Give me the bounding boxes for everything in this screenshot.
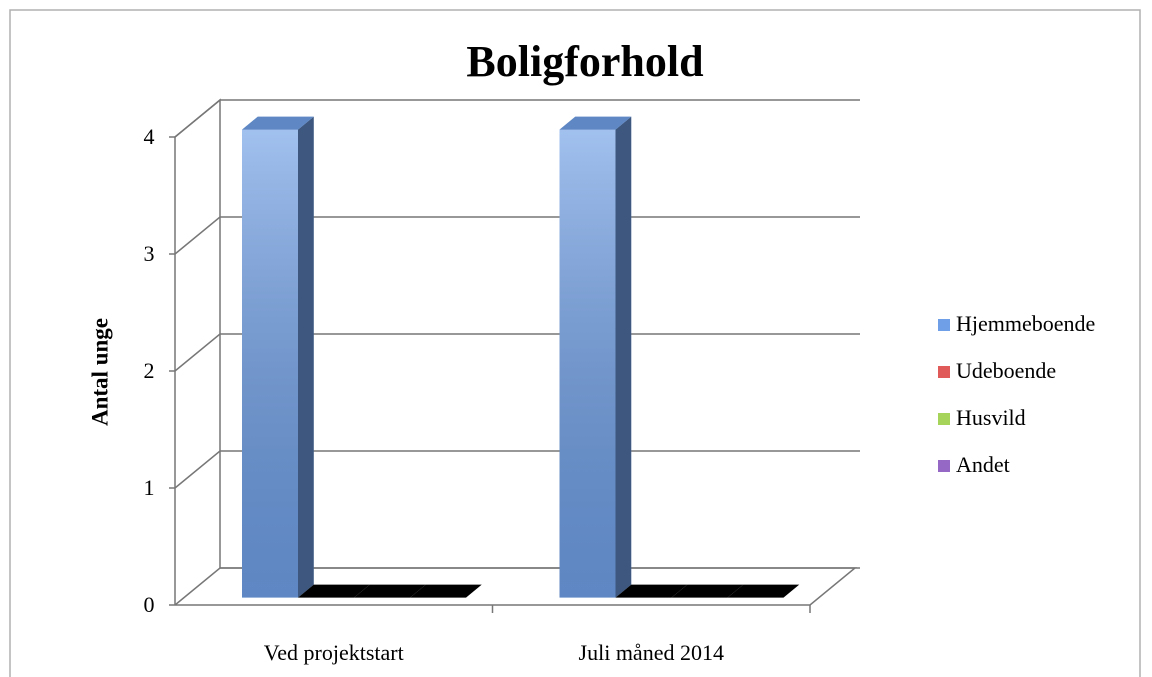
bar: [615, 584, 688, 598]
bar-side: [298, 116, 314, 598]
bar-top: [354, 584, 426, 598]
y-tick-label: 4: [144, 124, 155, 149]
legend-label: Udeboende: [956, 358, 1056, 383]
grid-line: [174, 99, 860, 138]
grid-line: [174, 333, 860, 372]
bar-front-shade: [559, 129, 616, 598]
bar-top: [727, 584, 800, 598]
legend-label: Andet: [956, 452, 1010, 477]
y-tick-label: 0: [144, 592, 155, 617]
legend-swatch: [938, 366, 950, 378]
bar-top: [615, 584, 688, 598]
bar-top: [298, 584, 370, 598]
x-tick-label: Ved projektstart: [264, 640, 404, 665]
bar-side-shade: [615, 116, 632, 598]
y-tick-label: 2: [144, 358, 155, 383]
bar: [242, 116, 314, 598]
legend-swatch: [938, 460, 950, 472]
y-axis-label: Antal unge: [87, 318, 112, 426]
bar-top: [242, 116, 314, 130]
bar-top: [410, 584, 482, 598]
bar-front-shade: [242, 129, 298, 598]
bar-side-shade: [298, 116, 314, 598]
y-tick-label: 3: [144, 241, 155, 266]
bar: [298, 584, 370, 598]
bar: [410, 584, 482, 598]
bar: [354, 584, 426, 598]
legend-swatch: [938, 319, 950, 331]
chart-title: Boligforhold: [466, 37, 703, 86]
bar-side: [615, 116, 632, 598]
grid-line: [174, 216, 860, 255]
bar-top: [559, 116, 632, 130]
x-tick-label: Juli måned 2014: [579, 640, 724, 665]
chart-frame: [9, 9, 1141, 677]
bar: [727, 584, 800, 598]
legend-swatch: [938, 413, 950, 425]
legend-label: Husvild: [956, 405, 1026, 430]
bar: [671, 584, 744, 598]
bar-top: [671, 584, 744, 598]
grid-line: [174, 567, 860, 606]
bar-top-shade: [559, 116, 632, 130]
bar: [559, 116, 632, 598]
legend-label: Hjemmeboende: [956, 311, 1095, 336]
bar-top-shade: [242, 116, 314, 130]
y-tick-label: 1: [144, 475, 155, 500]
grid-line: [174, 450, 860, 489]
